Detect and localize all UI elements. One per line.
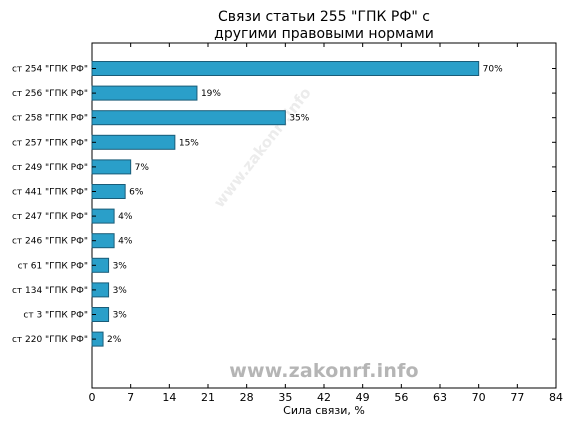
value-label: 35% xyxy=(289,114,309,124)
x-axis-label: Сила связи, % xyxy=(283,404,365,417)
category-label: ст 441 "ГПК РФ" xyxy=(12,188,88,198)
value-label: 3% xyxy=(113,261,128,271)
category-label: ст 257 "ГПК РФ" xyxy=(12,138,88,148)
bar xyxy=(91,110,286,126)
x-tick-label: 14 xyxy=(162,391,176,404)
chart-title-line-2: другими правовыми нормами xyxy=(214,26,434,42)
category-label: ст 61 "ГПК РФ" xyxy=(18,261,88,271)
x-tick-label: 28 xyxy=(240,391,254,404)
category-label: ст 249 "ГПК РФ" xyxy=(12,163,88,173)
value-label: 6% xyxy=(129,188,144,198)
bar xyxy=(91,159,132,175)
x-tick-label: 84 xyxy=(549,391,563,404)
x-tick-label: 35 xyxy=(278,391,292,404)
category-label: ст 254 "ГПК РФ" xyxy=(12,65,88,75)
bar xyxy=(91,134,176,150)
category-label: ст 220 "ГПК РФ" xyxy=(12,335,88,345)
value-label: 70% xyxy=(483,65,503,75)
x-tick-label: 49 xyxy=(356,391,370,404)
value-label: 3% xyxy=(113,286,128,296)
bar xyxy=(91,85,198,101)
value-label: 7% xyxy=(135,163,150,173)
x-tick-label: 63 xyxy=(433,391,447,404)
x-tick-label: 21 xyxy=(201,391,215,404)
category-label: ст 134 "ГПК РФ" xyxy=(12,286,88,296)
value-label: 19% xyxy=(201,89,221,99)
x-tick-label: 42 xyxy=(317,391,331,404)
category-label: ст 3 "ГПК РФ" xyxy=(23,311,88,321)
category-label: ст 247 "ГПК РФ" xyxy=(12,212,88,222)
x-tick-label: 0 xyxy=(89,391,96,404)
value-label: 2% xyxy=(107,335,122,345)
x-tick-label: 77 xyxy=(510,391,524,404)
category-label: ст 258 "ГПК РФ" xyxy=(12,114,88,124)
x-tick-label: 7 xyxy=(127,391,134,404)
site-watermark: www.zakonrf.info xyxy=(229,360,419,382)
category-label: ст 246 "ГПК РФ" xyxy=(12,237,88,247)
value-label: 3% xyxy=(113,311,128,321)
bar xyxy=(91,184,126,199)
bar xyxy=(91,61,480,76)
chart-title: Связи статьи 255 "ГПК РФ" с другими прав… xyxy=(92,9,556,43)
category-label: ст 256 "ГПК РФ" xyxy=(12,89,88,99)
value-label: 4% xyxy=(118,212,133,222)
x-tick-label: 56 xyxy=(394,391,408,404)
value-label: 15% xyxy=(179,138,199,148)
value-label: 4% xyxy=(118,237,133,247)
chart-title-line-1: Связи статьи 255 "ГПК РФ" с xyxy=(218,9,430,25)
x-tick-label: 70 xyxy=(472,391,486,404)
